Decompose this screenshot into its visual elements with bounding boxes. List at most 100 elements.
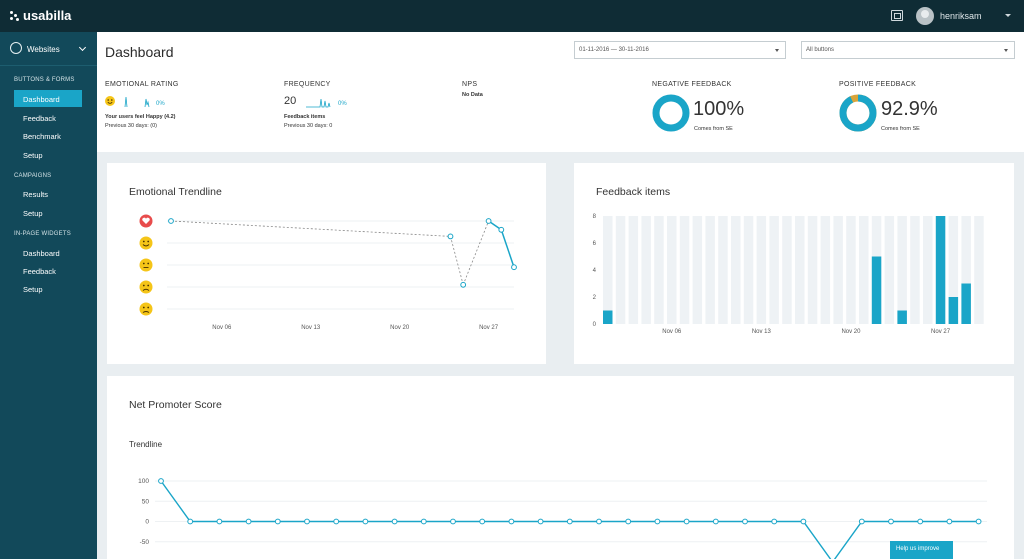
bar-background [782,216,792,324]
nps-label: NPS [462,81,478,88]
bar-background [641,216,651,324]
data-point [566,518,573,525]
caret-down-icon [775,49,779,52]
trend-segment [500,229,515,268]
data-point [771,518,778,525]
nav-section-campaigns: CAMPAIGNS [14,173,52,179]
sidebar-item-campaigns-results[interactable]: Results [23,190,49,199]
bar-background [807,216,818,324]
bar-background [897,216,907,324]
frequency-sparkline: 0% [306,98,347,108]
bar-background [974,216,984,324]
sidebar-item-bf-benchmark[interactable]: Benchmark [23,132,61,141]
feedback-items-chart: 0 2 4 6 8 Nov 06 Nov 13 Nov 20 Nov 27 [593,214,984,335]
positive-feedback-note: Comes from SE [881,126,920,132]
bar-background [628,216,639,324]
data-point [216,518,223,525]
nps-title: Net Promoter Score [129,399,222,411]
x-tick-label: Nov 06 [662,329,682,335]
emotional-summary: Your users feel Happy (4.2) [105,114,176,120]
nav-section-buttons-forms: BUTTONS & FORMS [14,77,75,83]
nav-section-in-page-widgets: IN-PAGE WIDGETS [14,231,71,237]
caret-down-icon [1004,49,1008,52]
sidebar-item-campaigns-setup[interactable]: Setup [23,209,43,218]
avatar[interactable] [916,7,934,25]
data-point [742,518,748,525]
date-range-select[interactable]: 01-11-2016 — 30-11-2016 [574,41,786,59]
bar-background [846,216,856,324]
feedback-items-title: Feedback items [596,186,671,198]
bar-background [884,216,895,324]
emotional-trendline-title: Emotional Trendline [129,186,222,198]
sidebar-item-ipw-dashboard[interactable]: Dashboard [23,249,60,258]
trend-segment [170,220,451,237]
x-tick-label: Nov 27 [479,325,499,331]
bar-background [743,216,754,324]
sidebar-item-bf-setup[interactable]: Setup [23,151,43,160]
bar-background [654,216,664,324]
bar-background [731,216,741,324]
data-point [508,518,515,525]
sidebar-item-bf-feedback[interactable]: Feedback [23,114,56,123]
data-point [858,518,865,525]
bar-background [615,216,626,324]
main-content: Dashboard 01-11-2016 — 30-11-2016 All bu… [97,32,1024,559]
x-tick-label: Nov 27 [931,329,951,335]
frequency-summary: Feedback items [284,114,326,120]
sidebar-item-bf-dashboard[interactable]: Dashboard [14,90,82,107]
y-tick-label: 6 [593,241,597,247]
data-point [274,518,281,525]
frequency-label: FREQUENCY [284,81,331,88]
bar-background [961,216,971,324]
positive-feedback-label: POSITIVE FEEDBACK [839,81,917,88]
emotional-rating-sparkline: 0% [105,96,165,108]
negative-feedback-note: Comes from SE [694,126,733,132]
sidebar-item-ipw-feedback[interactable]: Feedback [23,267,56,276]
nps-summary: No Data [462,92,483,98]
user-menu-caret-icon[interactable] [1005,14,1011,17]
y-tick-label: 0 [145,519,149,526]
happy-face-icon [105,96,115,106]
bar-background [692,216,703,324]
bar-background [603,216,613,324]
data-point [800,518,807,525]
data-point [447,233,454,240]
bar-background [859,216,869,324]
bar-background [667,216,677,324]
x-tick-label: Nov 20 [841,329,861,335]
date-range-value: 01-11-2016 — 30-11-2016 [579,47,649,53]
bar-background [705,216,715,324]
emotional-trendline-chart: Nov 06 Nov 13 Nov 20 Nov 27 [139,214,517,331]
bar [871,256,882,324]
positive-feedback-value: 92.9% [881,98,938,120]
username[interactable]: henriksam [940,11,982,21]
frequency-value: 20 [284,95,297,107]
help-us-improve-button[interactable]: Help us improve [890,541,953,559]
sidebar: Websites BUTTONS & FORMS Dashboard Feedb… [0,32,97,559]
x-tick-label: Nov 13 [752,329,772,335]
data-point [420,518,427,525]
heart-icon [139,214,153,228]
bar-background [756,216,767,324]
x-tick-label: Nov 13 [301,325,321,331]
negative-feedback-donut [652,94,690,132]
emotional-previous: Previous 30 days: (0) [105,123,157,129]
bar [897,310,907,324]
usabilla-logo[interactable]: usabilla [10,8,71,23]
website-selector[interactable]: Websites [0,32,97,66]
sidebar-item-ipw-setup[interactable]: Setup [23,285,43,294]
bar [948,297,959,324]
svg-text:0%: 0% [338,101,347,107]
bar-background [769,216,779,324]
logo-mark-icon [10,10,20,21]
positive-feedback-donut [839,94,877,132]
button-filter-select[interactable]: All buttons [801,41,1015,59]
bar [961,283,971,324]
screenshot-icon[interactable] [891,10,903,21]
dashboard-header: Dashboard 01-11-2016 — 30-11-2016 All bu… [97,32,1024,152]
data-point [683,518,690,525]
neutral-face-icon [139,258,153,272]
happy-face-icon [139,236,153,250]
data-point [245,518,252,525]
